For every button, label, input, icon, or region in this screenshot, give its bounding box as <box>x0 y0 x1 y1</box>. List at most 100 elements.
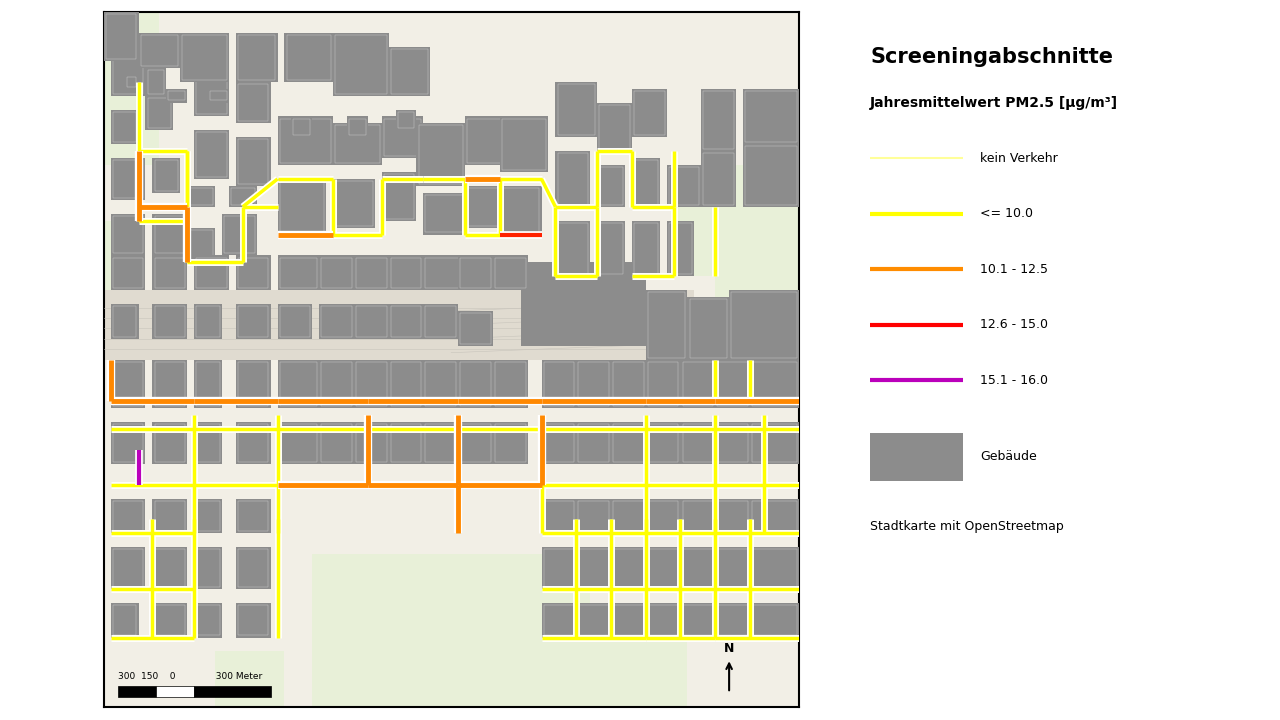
Bar <box>347 117 367 138</box>
Text: 10.1 - 12.5: 10.1 - 12.5 <box>980 263 1048 276</box>
Bar <box>425 306 456 337</box>
Bar <box>152 304 187 339</box>
Bar <box>613 500 644 531</box>
Bar <box>210 91 227 101</box>
Bar <box>221 214 257 256</box>
Bar <box>750 422 799 464</box>
Bar <box>556 151 590 207</box>
Bar <box>541 547 576 589</box>
Bar <box>576 422 611 464</box>
Bar <box>355 360 389 408</box>
Bar <box>319 256 355 290</box>
Bar <box>398 112 415 128</box>
Bar <box>611 603 645 638</box>
Bar <box>356 424 387 462</box>
Bar <box>238 549 269 587</box>
Bar <box>611 498 645 534</box>
Bar <box>495 424 526 462</box>
Text: Jahresmittelwert PM2.5 [μg/m³]: Jahresmittelwert PM2.5 [μg/m³] <box>870 96 1119 109</box>
Bar <box>187 228 215 262</box>
Bar <box>558 222 588 274</box>
Bar <box>355 304 389 339</box>
Bar <box>579 361 609 406</box>
Bar <box>335 125 380 163</box>
Bar <box>278 117 333 165</box>
Bar <box>196 70 227 114</box>
Bar <box>716 422 750 464</box>
Bar <box>152 603 187 638</box>
Bar <box>381 172 416 221</box>
Bar <box>335 181 372 225</box>
Bar <box>461 258 490 288</box>
Bar <box>195 256 229 290</box>
Bar <box>113 500 143 531</box>
Bar <box>236 82 270 123</box>
Bar <box>293 119 310 135</box>
Bar <box>279 119 332 163</box>
Bar <box>189 188 212 204</box>
Bar <box>152 360 187 408</box>
Bar <box>335 35 387 94</box>
Bar <box>576 360 611 408</box>
Bar <box>579 424 609 462</box>
Bar <box>390 49 429 94</box>
Bar <box>648 424 678 462</box>
Bar <box>753 500 796 531</box>
Bar <box>356 258 387 288</box>
Bar <box>611 422 645 464</box>
Bar <box>667 221 694 276</box>
Bar <box>753 549 796 587</box>
Text: Screeningabschnitte: Screeningabschnitte <box>870 47 1114 67</box>
Bar <box>155 258 186 288</box>
Bar <box>238 424 269 462</box>
Bar <box>716 262 799 401</box>
Bar <box>195 304 221 339</box>
Bar <box>544 500 575 531</box>
Bar <box>278 256 319 290</box>
Bar <box>579 549 609 587</box>
Bar <box>113 161 143 198</box>
Bar <box>155 605 186 636</box>
Bar <box>390 424 421 462</box>
Bar <box>113 56 143 94</box>
Bar <box>113 361 143 406</box>
Bar <box>681 360 716 408</box>
Bar <box>111 256 146 290</box>
Bar <box>458 256 493 290</box>
Bar <box>467 119 512 163</box>
Text: 12.6 - 15.0: 12.6 - 15.0 <box>980 318 1048 331</box>
Bar <box>424 360 458 408</box>
Bar <box>195 498 221 534</box>
Bar <box>278 360 319 408</box>
Bar <box>113 549 143 587</box>
Bar <box>753 424 796 462</box>
Bar <box>717 424 748 462</box>
Text: 300  150    0              300 Meter: 300 150 0 300 Meter <box>118 672 262 681</box>
Bar <box>319 422 355 464</box>
Bar <box>541 422 576 464</box>
Bar <box>465 186 499 228</box>
Bar <box>111 109 138 144</box>
Bar <box>389 360 424 408</box>
Bar <box>458 422 493 464</box>
Bar <box>196 605 220 636</box>
Bar <box>155 549 186 587</box>
Bar <box>238 306 269 337</box>
Bar <box>590 638 687 707</box>
Bar <box>236 498 270 534</box>
Bar <box>576 498 611 534</box>
Bar <box>493 360 527 408</box>
Bar <box>155 216 186 253</box>
Bar <box>111 547 146 589</box>
Text: Stadtkarte mit OpenStreetmap: Stadtkarte mit OpenStreetmap <box>870 520 1064 533</box>
Bar <box>187 186 215 207</box>
Text: 15.1 - 16.0: 15.1 - 16.0 <box>980 374 1048 387</box>
Text: N: N <box>724 642 735 655</box>
Text: <= 10.0: <= 10.0 <box>980 207 1033 220</box>
Bar <box>682 500 713 531</box>
Bar <box>321 258 352 288</box>
Bar <box>104 221 132 360</box>
Bar <box>596 165 625 207</box>
Bar <box>166 89 187 102</box>
Bar <box>113 306 137 337</box>
